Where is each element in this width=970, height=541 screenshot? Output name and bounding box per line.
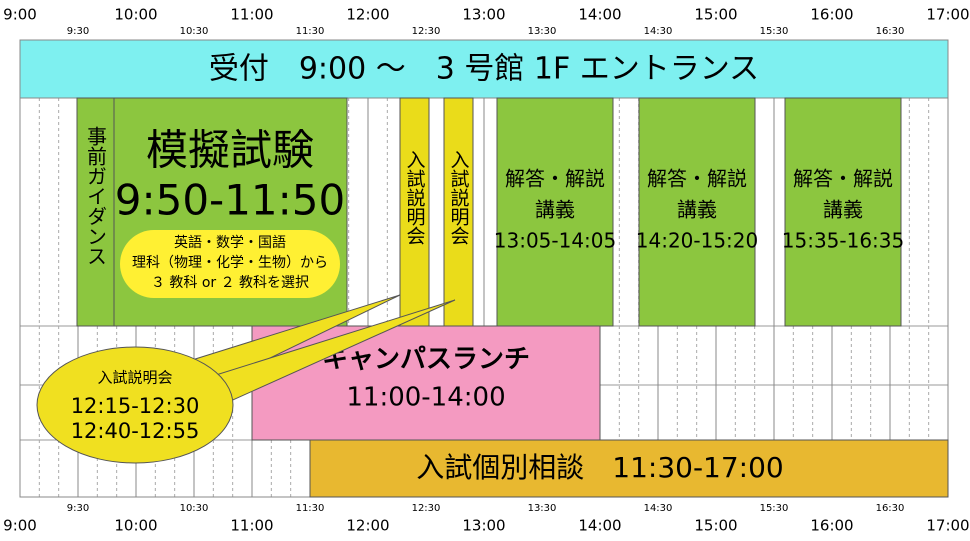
half-hour-label-bottom: 10:30 — [180, 503, 209, 514]
bubble-time: 12:40-12:55 — [71, 419, 200, 443]
consultation-label: 入試個別相談 11:30-17:00 — [416, 451, 784, 484]
info-session-block — [443, 97, 474, 327]
lecture-title: 解答・解説 — [647, 167, 747, 191]
half-hour-label-bottom: 14:30 — [644, 503, 673, 514]
half-hour-label-bottom: 15:30 — [760, 503, 789, 514]
subjects-pill — [120, 230, 340, 298]
half-hour-label-bottom: 9:30 — [67, 503, 89, 514]
half-hour-label-top: 16:30 — [876, 26, 905, 37]
subjects-line: 英語・数学・国語 — [174, 234, 286, 251]
half-hour-label-top: 13:30 — [528, 26, 557, 37]
lecture-title: 解答・解説 — [793, 167, 893, 191]
hour-label-bottom: 9:00 — [3, 517, 37, 535]
mock-exam-time: 9:50-11:50 — [115, 176, 346, 225]
subjects-line: 理科（物理・化学・生物）から — [132, 255, 328, 271]
lecture-block — [784, 97, 902, 327]
hour-label-top: 16:00 — [810, 6, 853, 24]
hour-label-top: 9:00 — [3, 6, 37, 24]
consultation-block — [309, 439, 949, 498]
hour-label-bottom: 11:00 — [230, 517, 273, 535]
hour-label-top: 10:00 — [114, 6, 157, 24]
half-hour-label-bottom: 16:30 — [876, 503, 905, 514]
hour-label-bottom: 12:00 — [346, 517, 389, 535]
half-hour-label-top: 15:30 — [760, 26, 789, 37]
half-hour-label-top: 11:30 — [296, 26, 325, 37]
lecture-title: 解答・解説 — [505, 167, 605, 191]
lunch-time: 11:00-14:00 — [346, 383, 505, 413]
guidance-label: 事前ガイダンス — [84, 126, 108, 266]
lecture-subtitle: 講義 — [535, 198, 575, 222]
half-hour-label-bottom: 13:30 — [528, 503, 557, 514]
reception-bar — [19, 39, 949, 99]
reception-label: 受付 9:00 ～ 3 号館 1F エントランス — [209, 52, 759, 87]
hour-label-top: 11:00 — [230, 6, 273, 24]
hour-label-bottom: 15:00 — [694, 517, 737, 535]
half-hour-label-bottom: 12:30 — [412, 503, 441, 514]
lunch-title: キャンパスランチ — [322, 345, 530, 375]
hour-label-bottom: 14:00 — [578, 517, 621, 535]
info-session-block — [399, 97, 430, 327]
subjects-line: ３ 教科 or ２ 教科を選択 — [151, 275, 309, 291]
mock-exam-title: 模擬試験 — [146, 126, 314, 175]
lecture-block — [638, 97, 756, 327]
hour-label-bottom: 10:00 — [114, 517, 157, 535]
half-hour-label-top: 14:30 — [644, 26, 673, 37]
bubble-title: 入試説明会 — [97, 369, 172, 387]
hour-label-bottom: 17:00 — [926, 517, 969, 535]
hour-label-bottom: 13:00 — [462, 517, 505, 535]
lecture-time: 15:35-16:35 — [782, 229, 905, 253]
lecture-block — [496, 97, 614, 327]
hour-label-bottom: 16:00 — [810, 517, 853, 535]
half-hour-label-top: 9:30 — [67, 26, 89, 37]
lecture-time: 13:05-14:05 — [494, 229, 617, 253]
hour-label-top: 15:00 — [694, 6, 737, 24]
hour-label-top: 14:00 — [578, 6, 621, 24]
lecture-subtitle: 講義 — [823, 198, 863, 222]
info-session-label: 入試説明会 — [404, 150, 426, 245]
lecture-time: 14:20-15:20 — [636, 229, 759, 253]
bubble-time: 12:15-12:30 — [71, 394, 200, 418]
hour-label-top: 13:00 — [462, 6, 505, 24]
lecture-subtitle: 講義 — [677, 198, 717, 222]
info-session-label: 入試説明会 — [448, 150, 470, 245]
half-hour-label-bottom: 11:30 — [296, 503, 325, 514]
half-hour-label-top: 10:30 — [180, 26, 209, 37]
hour-label-top: 17:00 — [926, 6, 969, 24]
half-hour-label-top: 12:30 — [412, 26, 441, 37]
bubble — [36, 346, 234, 464]
hour-label-top: 12:00 — [346, 6, 389, 24]
